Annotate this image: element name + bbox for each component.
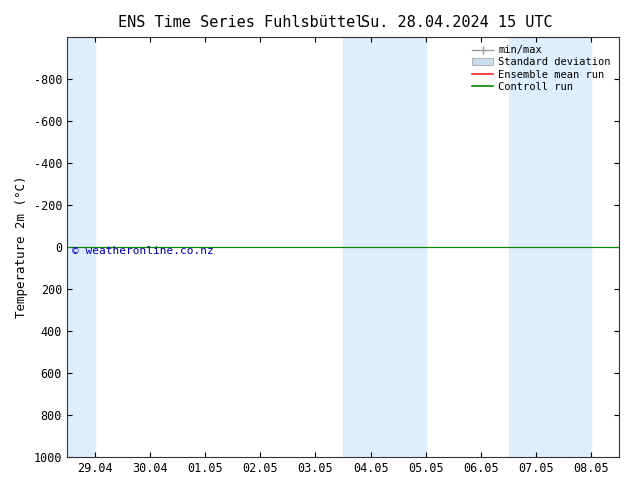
Text: ENS Time Series Fuhlsbüttel: ENS Time Series Fuhlsbüttel bbox=[118, 15, 364, 30]
Text: Su. 28.04.2024 15 UTC: Su. 28.04.2024 15 UTC bbox=[361, 15, 552, 30]
Bar bbox=[67, 37, 94, 457]
Text: © weatheronline.co.nz: © weatheronline.co.nz bbox=[72, 246, 214, 256]
Bar bbox=[508, 37, 592, 457]
Y-axis label: Temperature 2m (°C): Temperature 2m (°C) bbox=[15, 176, 28, 318]
Legend: min/max, Standard deviation, Ensemble mean run, Controll run: min/max, Standard deviation, Ensemble me… bbox=[469, 42, 614, 95]
Bar bbox=[343, 37, 426, 457]
